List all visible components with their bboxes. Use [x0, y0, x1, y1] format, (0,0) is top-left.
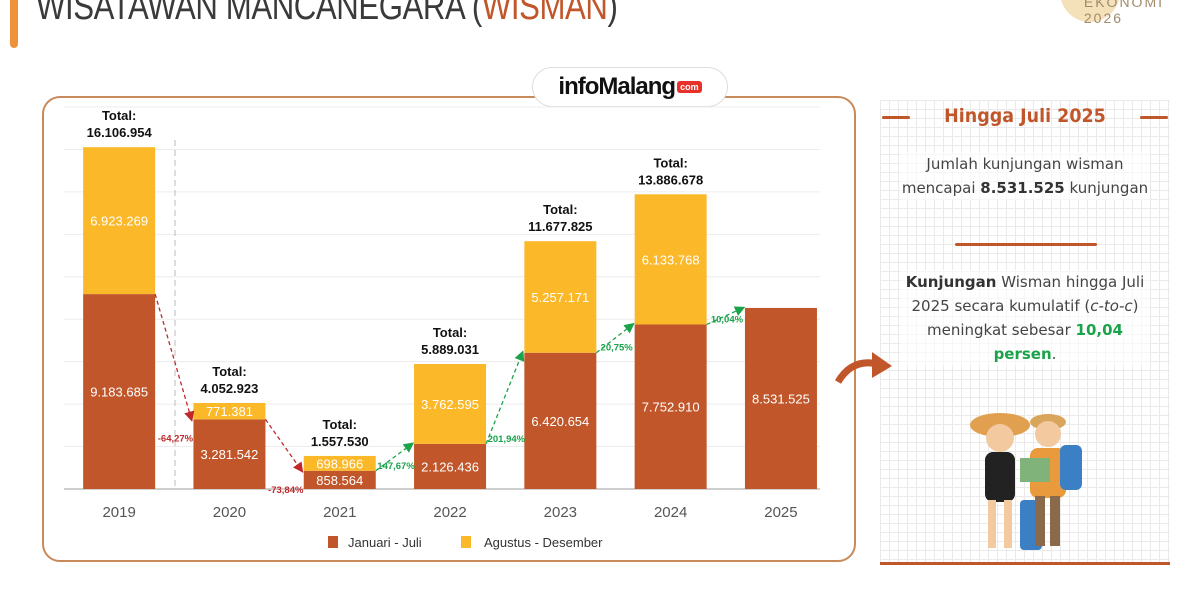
total-value: 13.886.678 — [638, 172, 703, 187]
travelers-illustration — [970, 413, 1082, 550]
bar-agustus-desember — [634, 194, 707, 325]
total-label: Total: — [212, 364, 246, 379]
x-tick-label: 2019 — [102, 504, 135, 521]
infomalang-logo: infoMalang com — [532, 67, 728, 107]
bar-agustus-desember — [414, 364, 487, 444]
growth-text: Kunjungan Wisman hingga Juli 2025 secara… — [900, 270, 1150, 366]
legend-label: Agustus - Desember — [484, 535, 603, 550]
divider — [1140, 116, 1168, 119]
panel-title: Hingga Juli 2025 — [944, 105, 1106, 127]
chart-card — [42, 96, 856, 562]
bar-label: 6.923.269 — [90, 214, 148, 229]
bar-label: 771.381 — [206, 404, 253, 419]
bar-label: 7.752.910 — [642, 400, 700, 415]
growth-arrow — [485, 350, 525, 445]
bar-label: 9.183.685 — [90, 385, 148, 400]
x-tick-label: 2023 — [544, 504, 577, 521]
bar-agustus-desember — [83, 147, 156, 295]
legend-label: Januari - Juli — [348, 535, 422, 550]
total-label: Total: — [102, 108, 136, 123]
growth-arrow — [154, 293, 195, 422]
bar-label: 858.564 — [316, 473, 363, 488]
total-value: 11.677.825 — [528, 219, 592, 234]
growth-label: 20,75% — [601, 343, 634, 354]
growth-arrow — [595, 322, 635, 354]
x-tick-label: 2020 — [213, 504, 246, 521]
growth-label: 147,67% — [377, 461, 415, 472]
brand-logo-icon — [1060, 0, 1120, 22]
x-tick-label: 2025 — [764, 504, 797, 521]
total-label: Total: — [653, 155, 687, 170]
bar-januari-juli — [414, 443, 487, 489]
growth-label: -64,27% — [158, 433, 194, 444]
bar-label: 698.966 — [316, 456, 363, 471]
bar-agustus-desember — [303, 455, 376, 471]
bar-label: 5.257.171 — [531, 290, 589, 305]
bar-agustus-desember — [193, 402, 266, 420]
total-value: 1.557.530 — [311, 434, 369, 449]
total-label: Total: — [543, 202, 577, 217]
summary-panel: Hingga Juli 2025 Jumlah kunjungan wisman… — [880, 100, 1170, 565]
total-label: Total: — [323, 417, 357, 432]
pointer-arrow-icon — [834, 352, 892, 384]
growth-label: -73,84% — [268, 485, 304, 496]
growth-label: 10,04% — [711, 314, 744, 325]
bar-januari-juli — [634, 324, 707, 489]
growth-arrow — [375, 442, 415, 472]
bar-januari-juli — [83, 294, 156, 489]
legend-swatch-januari-juli — [328, 536, 338, 548]
growth-label: 201,94% — [488, 434, 526, 445]
summary-text: Jumlah kunjungan wisman mencapai 8.531.5… — [900, 152, 1150, 200]
x-tick-label: 2024 — [654, 504, 687, 521]
bar-januari-juli — [303, 470, 376, 489]
total-value: 4.052.923 — [201, 381, 259, 396]
x-tick-label: 2022 — [433, 504, 466, 521]
divider — [955, 243, 1097, 246]
bar-label: 6.420.654 — [531, 414, 589, 429]
total-label: Total: — [433, 325, 467, 340]
bar-januari-juli — [193, 419, 266, 489]
bar-label: 2.126.436 — [421, 459, 479, 474]
total-value: 16.106.954 — [87, 125, 153, 140]
divider — [882, 116, 910, 119]
bar-label: 6.133.768 — [642, 252, 700, 267]
bar-label: 3.762.595 — [421, 397, 479, 412]
legend-swatch-agustus-desember — [461, 536, 471, 548]
growth-arrow — [264, 418, 304, 473]
bar-label: 3.281.542 — [201, 447, 259, 462]
page-title: WISATAWAN MANCANEGARA (WISMAN) — [36, 0, 618, 28]
bar-januari-juli — [524, 352, 597, 489]
bar-label: 8.531.525 — [752, 391, 810, 406]
accent-bar — [10, 0, 18, 48]
bar-agustus-desember — [524, 241, 597, 353]
total-value: 5.889.031 — [421, 342, 479, 357]
x-tick-label: 2021 — [323, 504, 356, 521]
brand-text: EKONOMI 2026 — [1083, 0, 1164, 26]
bar-januari-juli — [744, 307, 817, 489]
